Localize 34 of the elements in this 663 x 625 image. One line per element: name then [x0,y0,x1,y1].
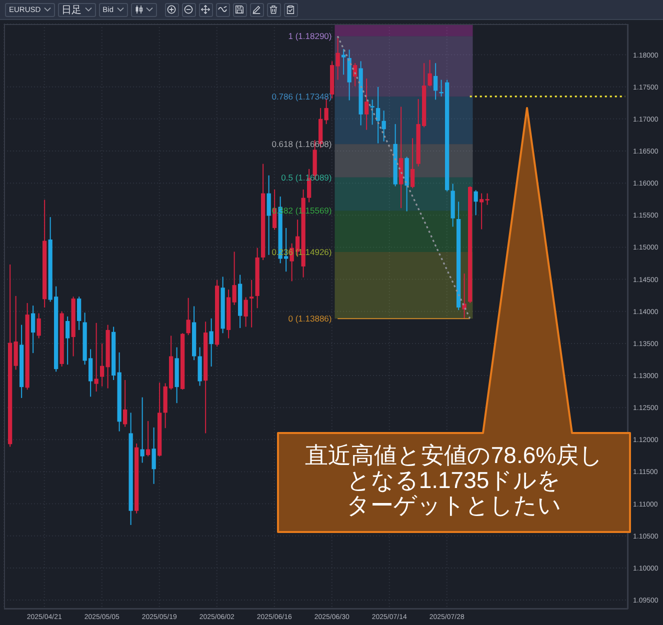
annotation: 直近高値と安値の78.6%戻しとなる1.1735ドルをターゲットとしたい [304,442,604,518]
candlestick [94,322,98,392]
candlestick [485,192,490,206]
candlestick [31,305,36,354]
ref-line-label: 0 (1.13886) [288,314,332,324]
candlestick [480,192,484,230]
candlestick [250,279,254,328]
candlestick [152,426,156,484]
candlestick [370,99,374,126]
candlestick [123,380,128,428]
candlestick [376,86,380,144]
candlestick [342,48,346,76]
band-label: 0.786 (1.17348) [272,92,332,102]
candlestick [410,138,415,189]
candlestick [186,297,190,336]
candlestick [100,342,104,387]
candlestick [77,296,82,330]
candlestick [474,190,478,216]
candlestick [140,396,144,464]
candlestick [232,251,236,306]
candlestick [364,78,369,130]
candlestick [209,318,214,368]
candlestick [434,62,438,100]
candlestick [428,59,432,87]
candlestick [266,174,271,256]
candlestick [66,316,70,366]
dropdown-button: 日足 [58,2,96,16]
candlestick [36,312,41,339]
candlestick [244,296,248,328]
candlestick [336,36,340,80]
candlestick [382,110,386,142]
band-label: 1 (1.18290) [288,31,332,42]
candlestick [146,420,150,457]
line-series [336,35,471,320]
